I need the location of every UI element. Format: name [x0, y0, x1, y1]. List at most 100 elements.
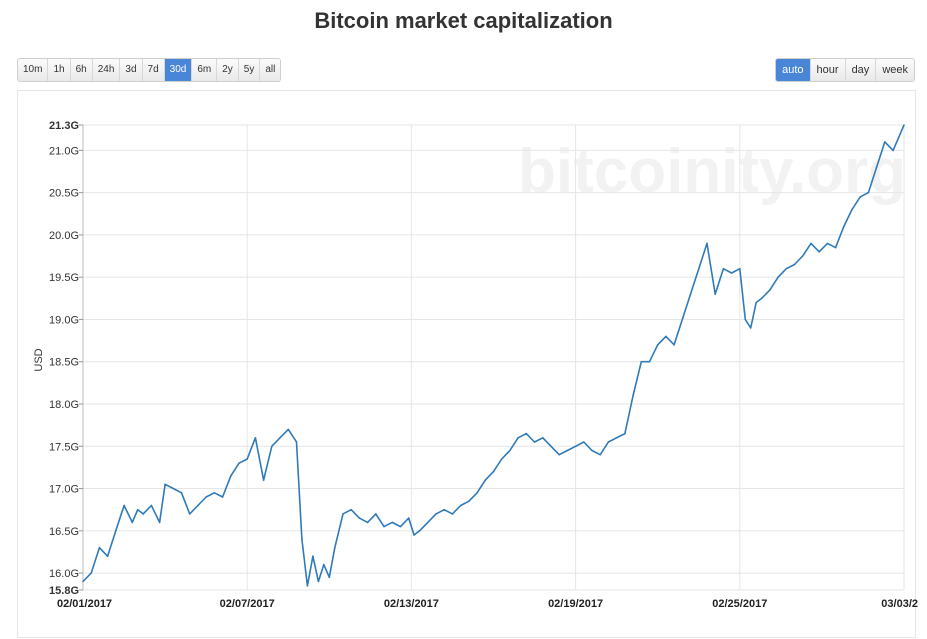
range-1h-button[interactable]: 1h — [48, 59, 71, 81]
x-tick-label: 02/01/2017 — [57, 598, 112, 610]
data-point — [698, 267, 700, 270]
data-point — [366, 521, 369, 524]
data-point — [459, 504, 462, 507]
data-point — [810, 242, 812, 245]
data-point — [254, 437, 257, 439]
data-point — [123, 504, 125, 507]
range-24h-button[interactable]: 24h — [92, 59, 121, 81]
data-point — [542, 437, 544, 439]
data-point — [301, 538, 303, 541]
data-point — [492, 470, 495, 473]
data-point — [246, 458, 248, 460]
data-point — [851, 208, 853, 211]
data-point — [468, 500, 470, 503]
data-point — [375, 513, 377, 515]
data-point — [451, 513, 454, 515]
data-point — [769, 289, 771, 291]
data-point — [180, 492, 183, 494]
data-point — [443, 508, 446, 511]
range-5y-button[interactable]: 5y — [238, 59, 261, 81]
data-point — [892, 149, 894, 152]
data-point — [525, 432, 528, 435]
data-point — [632, 394, 634, 397]
y-tick-label: 17.5G — [49, 441, 79, 453]
data-point — [903, 124, 905, 126]
y-axis-ticks: 15.8G 16.0G 16.5G 17.0G 17.5G 18.0G 18.5G 19.0G… — [49, 120, 83, 597]
range-10m-button[interactable]: 10m — [18, 59, 49, 81]
data-point — [230, 475, 232, 477]
data-point — [115, 530, 117, 532]
resolution-auto-button[interactable]: auto — [776, 59, 811, 81]
data-point — [358, 517, 361, 519]
resolution-hour-button[interactable]: hour — [810, 59, 846, 81]
data-point — [706, 242, 708, 245]
data-point — [287, 428, 290, 431]
data-point — [172, 487, 175, 490]
range-all-button[interactable]: all — [260, 59, 281, 81]
watermark: bitcoinity.org — [518, 137, 906, 206]
data-point — [342, 513, 344, 515]
data-point — [615, 437, 618, 439]
data-point — [427, 521, 429, 524]
chart-title: Bitcoin market capitalization — [314, 8, 613, 33]
range-2y-button[interactable]: 2y — [217, 59, 239, 81]
range-3d-button[interactable]: 3d — [120, 59, 143, 81]
data-point — [383, 525, 385, 528]
data-point — [295, 441, 298, 443]
range-30d-button[interactable]: 30d — [164, 59, 193, 81]
data-point — [648, 360, 651, 363]
data-point — [407, 517, 410, 519]
x-tick-label: 03/03/2 — [881, 598, 918, 610]
data-point — [583, 441, 585, 443]
data-point — [323, 563, 325, 566]
data-point — [238, 462, 240, 465]
data-point — [150, 504, 153, 507]
x-tick-label: 02/07/2017 — [220, 598, 275, 610]
data-point — [607, 441, 610, 443]
data-point — [749, 327, 752, 329]
data-point — [279, 437, 281, 439]
data-point — [875, 166, 878, 169]
data-point — [760, 297, 763, 300]
y-tick-label: 21.3G — [49, 120, 79, 132]
data-point — [533, 441, 536, 443]
y-tick-label: 16.0G — [49, 568, 79, 580]
data-point — [476, 492, 478, 494]
data-point — [714, 293, 716, 295]
data-point — [640, 360, 643, 363]
data-point — [755, 301, 757, 304]
y-tick-label: 16.5G — [49, 526, 79, 538]
data-point — [131, 521, 134, 524]
y-tick-label: 18.0G — [49, 399, 79, 411]
resolution-week-button[interactable]: week — [876, 59, 914, 81]
range-6m-button[interactable]: 6m — [192, 59, 218, 81]
x-tick-label: 02/25/2017 — [712, 598, 767, 610]
data-point — [785, 267, 788, 270]
data-point — [334, 546, 336, 549]
data-point — [673, 344, 675, 346]
data-point — [739, 267, 741, 270]
data-point — [859, 196, 861, 198]
data-point — [399, 525, 402, 528]
data-point — [818, 251, 820, 253]
data-point — [435, 513, 437, 515]
resolution-day-button[interactable]: day — [845, 59, 877, 81]
y-tick-label: 15.8G — [49, 585, 79, 597]
data-point — [205, 496, 207, 498]
data-point — [550, 445, 552, 448]
data-point — [158, 521, 161, 524]
data-point — [689, 293, 692, 295]
data-point — [843, 225, 845, 228]
range-7d-button[interactable]: 7d — [142, 59, 165, 81]
y-tick-label: 21.0G — [49, 145, 79, 157]
data-point — [566, 449, 569, 452]
range-selector: 10m 1h 6h 24h 3d 7d 30d 6m 2y 5y all — [17, 58, 282, 82]
range-6h-button[interactable]: 6h — [70, 59, 93, 81]
data-point — [197, 504, 199, 507]
data-point — [730, 272, 733, 274]
data-point — [221, 496, 224, 498]
data-point — [558, 453, 560, 456]
data-point — [517, 437, 519, 439]
data-point — [82, 580, 84, 583]
